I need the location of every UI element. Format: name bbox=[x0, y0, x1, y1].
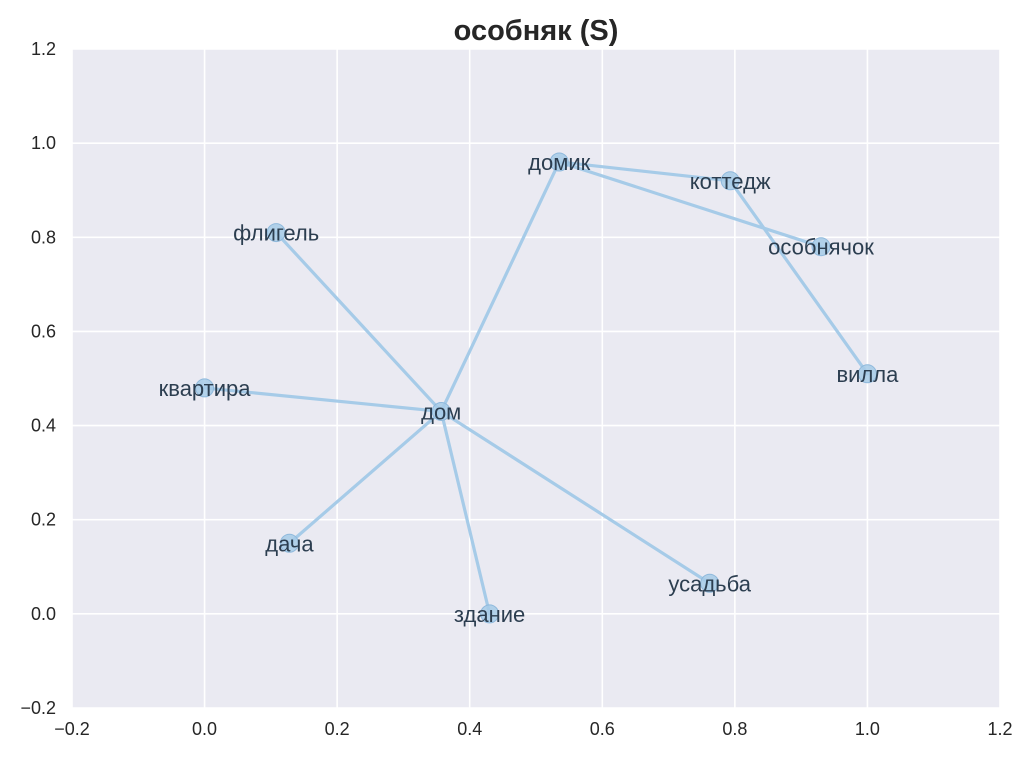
edge-line bbox=[557, 160, 823, 249]
x-tick-label: 1.0 bbox=[855, 719, 880, 739]
node-labels: дом домик коттедж особнячок флигель вилла квар… bbox=[159, 150, 900, 627]
edge-line bbox=[274, 230, 443, 414]
edges bbox=[202, 160, 870, 616]
y-tick-label: 0.8 bbox=[31, 227, 56, 247]
node-label: дом bbox=[421, 399, 461, 424]
node-label: вилла bbox=[836, 362, 899, 387]
node-point bbox=[720, 171, 740, 191]
edge-line bbox=[202, 386, 443, 414]
node-point bbox=[857, 364, 877, 384]
node-point bbox=[266, 223, 286, 243]
y-tick-label: 0.2 bbox=[31, 510, 56, 530]
node-label: дача bbox=[265, 531, 314, 556]
plot-background bbox=[72, 49, 1000, 708]
node-point bbox=[279, 533, 299, 553]
y-tick-label: 0.6 bbox=[31, 321, 56, 341]
node-label: особнячок bbox=[768, 235, 874, 260]
node-label: квартира bbox=[159, 376, 252, 401]
x-tick-label: 0.8 bbox=[722, 719, 747, 739]
node-point bbox=[431, 401, 451, 421]
x-tick-label: −0.2 bbox=[54, 719, 90, 739]
y-tick-label: 1.2 bbox=[31, 39, 56, 59]
edge-line bbox=[439, 160, 561, 414]
x-tick-label: 0.4 bbox=[457, 719, 482, 739]
node-label: здание bbox=[454, 602, 525, 627]
node-label: флигель bbox=[233, 221, 319, 246]
tick-labels: −0.2 0.0 0.2 0.4 0.6 0.8 1.0 1.2 −0.2 0.0 0.2 0.4 0.… bbox=[20, 39, 1012, 739]
node-point bbox=[195, 378, 215, 398]
x-tick-label: 1.2 bbox=[987, 719, 1012, 739]
y-tick-label: −0.2 bbox=[20, 698, 56, 718]
node-label: коттедж bbox=[690, 169, 771, 194]
chart-title: особняк (S) bbox=[454, 15, 619, 47]
x-tick-label: 0.2 bbox=[325, 719, 350, 739]
x-tick-label: 0.0 bbox=[192, 719, 217, 739]
x-tick-label: 0.6 bbox=[590, 719, 615, 739]
y-tick-label: 1.0 bbox=[31, 133, 56, 153]
grid-lines bbox=[71, 48, 1001, 709]
node-point bbox=[700, 573, 720, 593]
node-label: усадьба bbox=[668, 571, 751, 596]
y-tick-label: 0.4 bbox=[31, 416, 56, 436]
node-point bbox=[811, 237, 831, 257]
edge-line bbox=[287, 409, 443, 545]
node-point bbox=[480, 604, 500, 624]
node-point bbox=[549, 152, 569, 172]
edge-line bbox=[728, 179, 870, 376]
edge-line bbox=[439, 409, 712, 585]
y-tick-label: 0.0 bbox=[31, 604, 56, 624]
nodes bbox=[195, 152, 877, 624]
edge-line bbox=[439, 409, 492, 616]
edge-line bbox=[557, 160, 732, 183]
node-label: домик bbox=[528, 150, 590, 175]
